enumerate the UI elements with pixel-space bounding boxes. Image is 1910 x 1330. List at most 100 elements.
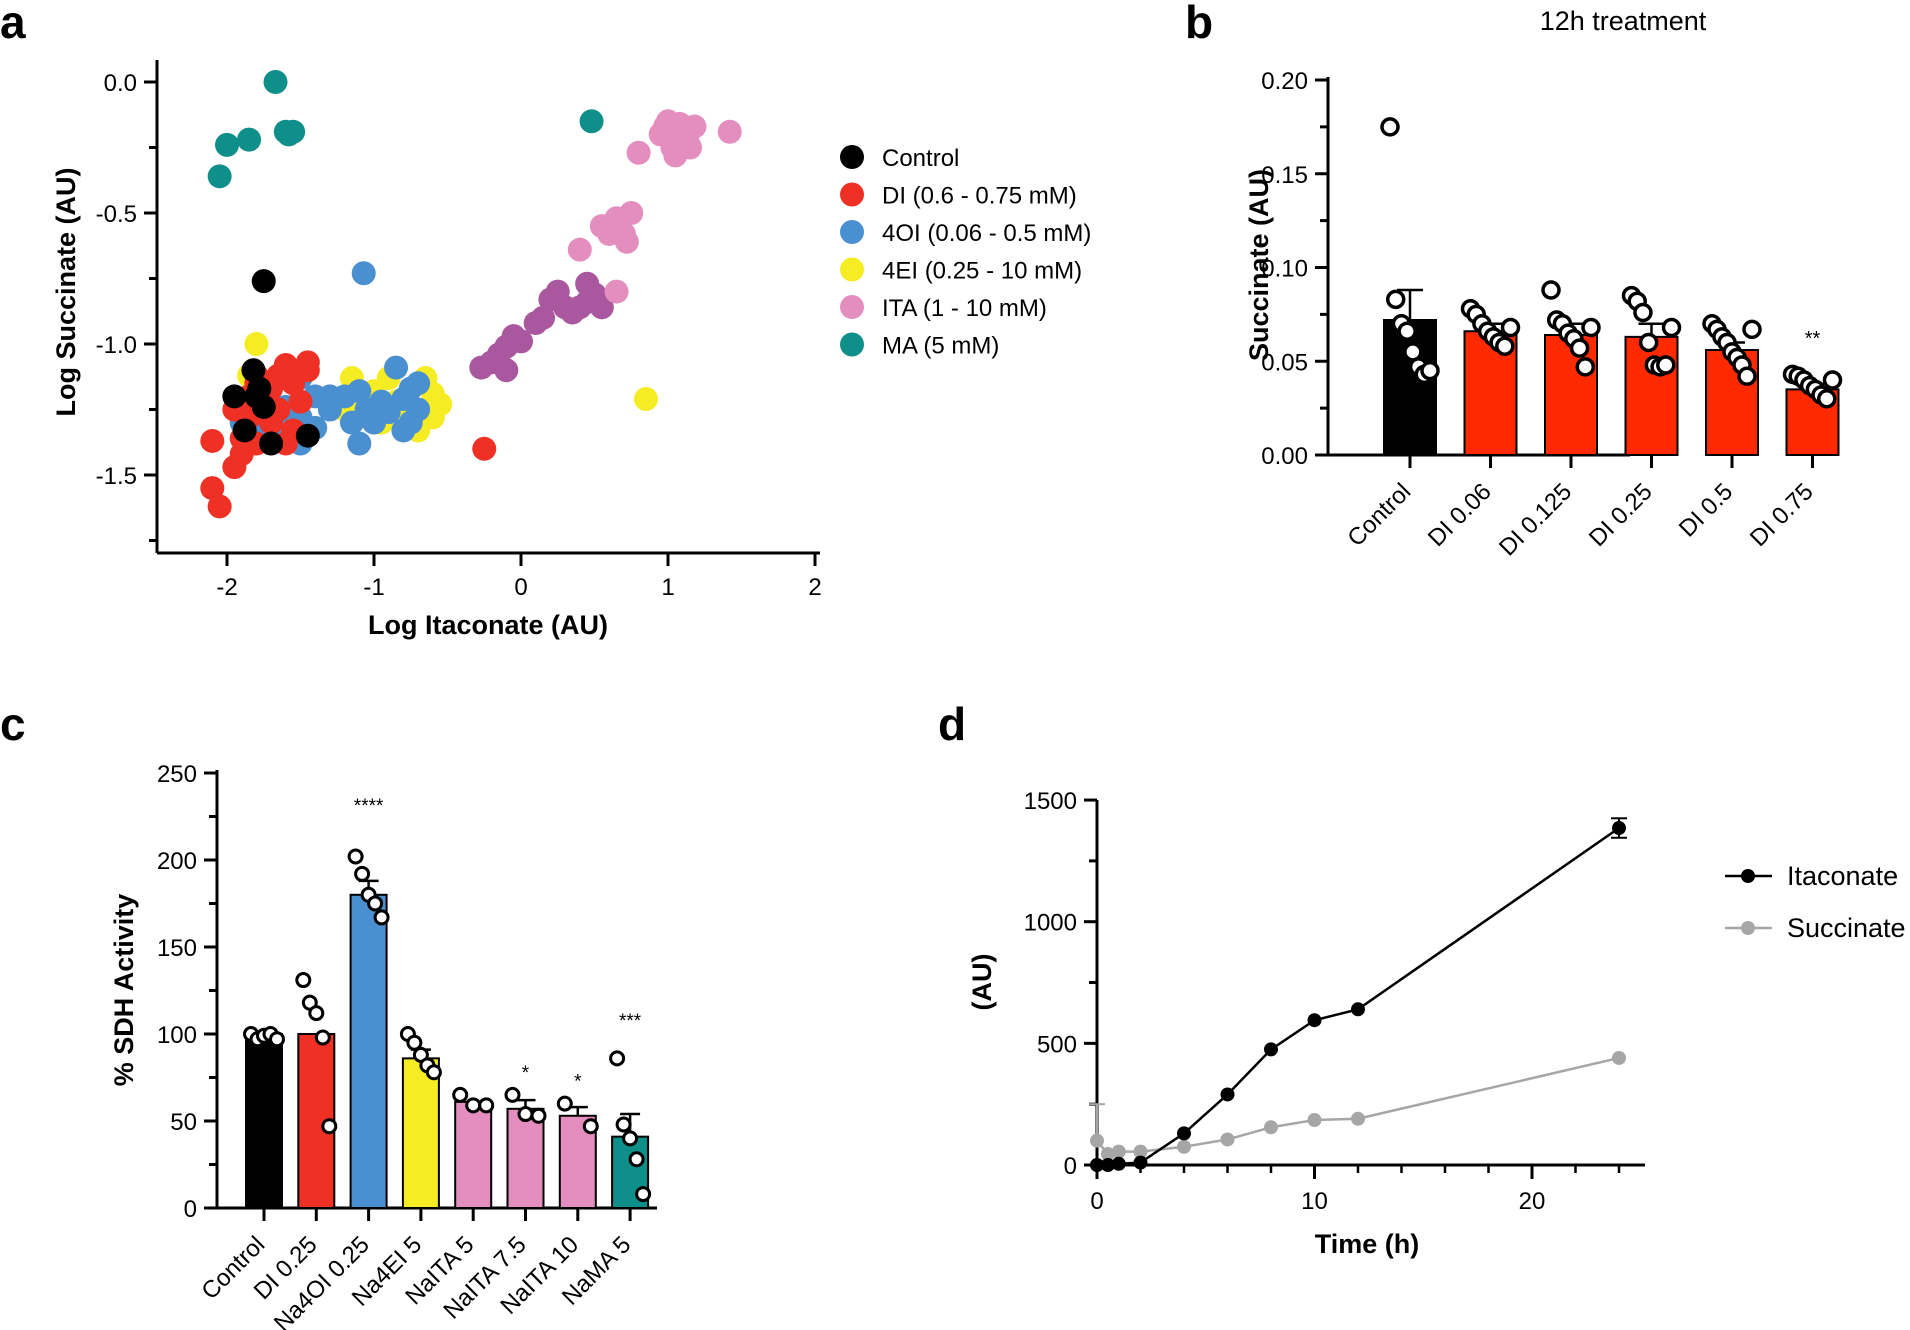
a-legend-marker: [840, 145, 864, 169]
a-data-point: [237, 127, 262, 152]
a-data-point: [259, 431, 284, 456]
a-legend-marker: [840, 257, 864, 282]
b-data-point: [1742, 319, 1762, 340]
a-legend-label: 4OI (0.06 - 0.5 mM): [882, 220, 1091, 247]
c-data-point: [622, 1130, 639, 1147]
b-bar: [1785, 388, 1840, 456]
a-x-tick-label: 2: [808, 574, 821, 601]
d-data-point: [1307, 1013, 1322, 1028]
d-legend-marker: [1741, 921, 1755, 935]
b-y-tick-label: 0.10: [1261, 256, 1308, 283]
d-data-point: [1264, 1120, 1278, 1135]
c-data-point: [406, 1034, 423, 1051]
c-data-point: [308, 1005, 325, 1022]
b-data-point: [1420, 360, 1440, 381]
a-legend-label: ITA (1 - 10 mM): [882, 295, 1047, 322]
panel-label-a: a: [0, 0, 26, 48]
b-data-point: [1638, 332, 1659, 353]
a-legend-marker: [840, 220, 864, 244]
panel-label-c: c: [0, 698, 26, 750]
c-y-tick-label: 250: [157, 761, 197, 788]
a-data-point: [663, 143, 688, 168]
d-legend-label: Succinate: [1787, 913, 1906, 943]
c-data-point: [504, 1086, 521, 1103]
d-data-point: [1100, 1158, 1115, 1172]
a-data-point: [626, 140, 651, 165]
a-data-point: [200, 428, 225, 453]
b-x-tick-label: DI 0.25: [1584, 478, 1658, 552]
c-y-tick-label: 200: [157, 848, 197, 875]
a-legend-label: DI (0.6 - 0.75 mM): [882, 183, 1077, 210]
c-bar: [401, 1057, 440, 1209]
panel-a-scatter: -2 -1 0 1 2 0.0 -0.5 -1.0 -1.5 Log Itaconate (AU)…: [51, 60, 1091, 640]
panel-label-d: d: [938, 698, 966, 750]
d-x-axis-label: Time (h): [1315, 1229, 1420, 1259]
a-data-point: [575, 271, 600, 296]
a-data-point: [273, 352, 298, 377]
c-data-point: [314, 1029, 331, 1046]
a-data-point: [222, 384, 247, 409]
d-data-point: [1100, 1147, 1115, 1162]
a-data-point: [553, 295, 578, 320]
d-data-point: [1133, 1155, 1148, 1170]
a-legend-label: 4EI (0.25 - 10 mM): [882, 258, 1082, 285]
b-data-point: [1822, 370, 1843, 390]
d-data-point: [1220, 1087, 1235, 1102]
b-y-tick-label: 0.00: [1261, 443, 1308, 470]
c-data-point: [615, 1116, 632, 1133]
c-bar: [506, 1107, 545, 1209]
a-data-point: [682, 114, 707, 139]
d-data-point: [1307, 1112, 1322, 1127]
a-y-tick-label: -1.0: [96, 332, 137, 359]
a-data-point: [391, 387, 416, 412]
d-data-point: [1612, 1050, 1626, 1065]
a-data-point: [531, 305, 556, 330]
b-y-tick-label: 0.20: [1261, 68, 1308, 95]
c-data-point: [347, 848, 364, 865]
a-data-point: [251, 269, 276, 294]
d-legend-marker: [1741, 869, 1755, 883]
b-data-point: [1633, 302, 1653, 323]
a-data-point: [406, 371, 431, 396]
a-data-point: [207, 494, 232, 519]
c-bar: [454, 1100, 493, 1209]
a-data-point: [472, 436, 497, 461]
c-data-point: [582, 1118, 599, 1135]
a-legend-marker: [840, 182, 864, 207]
d-data-point: [1351, 1002, 1365, 1017]
b-data-point: [1575, 357, 1596, 377]
c-data-point: [269, 1031, 285, 1048]
a-data-point: [215, 132, 239, 157]
d-data-point: [1111, 1144, 1126, 1159]
a-data-point: [604, 279, 629, 304]
b-data-point: [1569, 338, 1590, 358]
d-legend-label: Itaconate: [1787, 861, 1898, 891]
b-bar: [1383, 319, 1437, 456]
b-x-tick-label: DI 0.125: [1494, 478, 1577, 561]
a-legend-marker: [840, 332, 864, 357]
a-data-point: [351, 261, 376, 286]
c-significance-label: ****: [354, 796, 384, 817]
b-data-point: [1661, 317, 1682, 338]
a-data-point: [200, 476, 225, 501]
c-significance-label: ***: [619, 1011, 642, 1032]
a-data-point: [479, 350, 504, 375]
b-data-point: [1581, 317, 1601, 338]
c-data-point: [556, 1095, 573, 1112]
b-bar: [1624, 335, 1679, 456]
a-data-point: [384, 355, 409, 380]
a-data-point: [288, 389, 313, 414]
a-data-point: [251, 394, 276, 419]
c-data-point: [517, 1106, 534, 1123]
b-data-point: [1385, 289, 1406, 310]
c-bar: [245, 1033, 283, 1209]
a-data-point: [263, 70, 288, 94]
a-data-point: [579, 109, 604, 134]
a-y-tick-label: -0.5: [96, 201, 137, 228]
b-data-point: [1817, 389, 1837, 409]
d-x-tick-label: 20: [1519, 1188, 1546, 1215]
a-y-axis-label: Log Succinate (AU): [51, 167, 81, 416]
b-x-tick-label: DI 0.75: [1745, 478, 1819, 552]
a-data-point: [597, 221, 622, 246]
